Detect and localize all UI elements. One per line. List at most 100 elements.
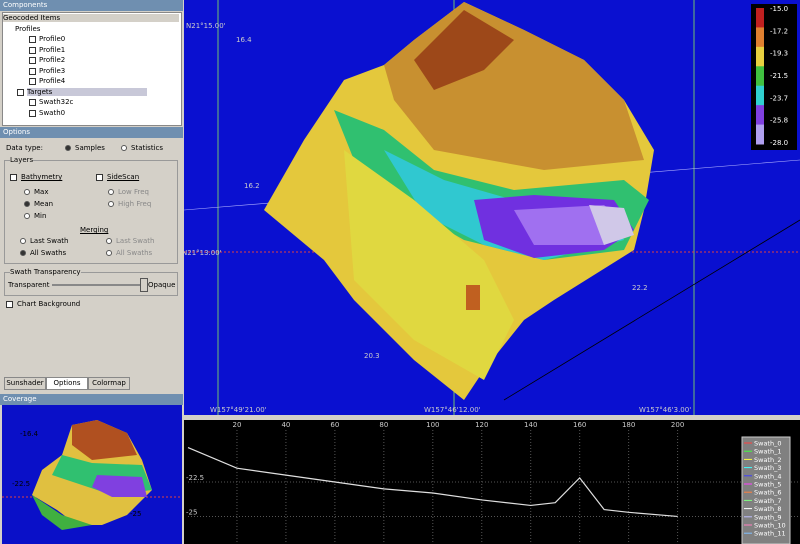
label: All Swaths [30,249,67,257]
colorbar-segment [756,8,764,28]
colorbar-label: -21.5 [770,72,788,80]
group-title: Layers [10,156,34,164]
x-tick-label: 120 [475,421,488,429]
tree-item[interactable]: Profile4 [39,77,66,85]
profile-line [187,447,678,518]
legend-label: Swath_0 [754,440,781,448]
coverage-map [2,405,182,544]
group-title: Swath Transparency [10,268,81,276]
x-tick-label: 200 [671,421,684,429]
map-label: 22.2 [632,284,648,292]
legend-label: Swath_6 [754,489,781,497]
radio[interactable] [24,189,30,195]
checkbox[interactable] [29,46,36,54]
group-box [4,272,178,296]
label: Max [34,188,49,196]
label: Merging [80,226,109,234]
radio[interactable] [65,145,71,151]
colorbar-label: -23.7 [770,94,788,102]
label: Transparent [8,281,50,289]
label: SideScan [107,173,140,181]
colorbar-segment [756,124,764,145]
x-tick-label: 160 [573,421,586,429]
tree-item[interactable]: Swath32c [39,98,74,106]
colorbar-label: -28.0 [770,139,788,147]
checkbox[interactable] [17,88,24,96]
x-tick-label: 180 [622,421,635,429]
x-tick-label: 100 [426,421,439,429]
x-tick-label: 40 [281,421,290,429]
colorbar-label: -15.0 [770,5,788,13]
panel-header: Options [0,127,183,138]
tree-item[interactable]: Profile1 [39,45,66,54]
tree-item[interactable]: Profile0 [39,35,66,43]
tree-item[interactable]: Profile2 [39,56,66,64]
radio[interactable] [20,250,26,256]
tree-item[interactable]: Targets [27,87,147,96]
radio[interactable] [106,238,112,244]
legend-label: Swath_7 [754,497,781,505]
tree: Geocoded Items Profiles Profile0 Profile1 Pr… [2,12,182,126]
colorbar-label: -19.3 [770,50,788,58]
radio[interactable] [108,201,114,207]
label: Mean [34,200,54,208]
checkbox[interactable] [29,57,36,64]
legend [741,436,791,544]
label: Last Swath [30,237,69,245]
label: Data type: [6,144,43,152]
tree-item[interactable]: Profiles [15,24,41,33]
x-tick-label: 140 [524,421,537,429]
label: Last Swath [116,237,155,245]
checkbox[interactable] [10,174,17,181]
checkbox[interactable] [96,174,103,181]
colorbar-segment [756,85,764,106]
checkbox[interactable] [29,109,36,117]
colorbar-label: -25.8 [770,117,788,125]
radio[interactable] [106,250,112,256]
colorbar-segment [756,46,764,67]
tree-item[interactable]: Profile3 [39,66,66,75]
legend-label: Swath_8 [754,505,781,513]
colorbar-segment [756,105,764,126]
radio[interactable] [121,145,127,151]
y-tick-label: -22.5 [186,474,204,482]
colorbar-label: -17.2 [770,27,788,35]
x-tick-label: 20 [232,421,241,429]
slider [52,284,144,286]
radio[interactable] [24,213,30,219]
label: Bathymetry [21,173,63,181]
label: Low Freq [118,188,150,196]
checkbox[interactable] [6,301,13,308]
map-label: W157°49'21.00' [210,406,267,414]
label: Opaque [148,281,176,289]
label: Samples [75,144,105,152]
checkbox[interactable] [29,67,36,75]
group-box [4,160,178,264]
legend-label: Swath_2 [754,456,781,464]
radio[interactable] [108,189,114,195]
map-label: W157°46'12.00' [424,406,481,414]
radio[interactable] [20,238,26,244]
map-view: -15.0 -17.2 -19.3 -21.5 -23.7 -25.8 -28.0 N21°… [184,0,800,415]
profile-chart: 20 40 60 80 100 120 140 160 180 200 -22.5 -25 Swath_… [184,415,800,544]
tab[interactable]: Sunshader [4,377,46,390]
slider-thumb [140,278,148,292]
checkbox[interactable] [29,36,36,43]
map-label: 20.3 [364,352,380,360]
label: Min [34,212,47,220]
tab[interactable]: Colormap [88,377,130,390]
options-panel: Data type: Samples Statistics Layers Bathyme… [0,138,183,390]
map-label: 16.4 [236,36,252,44]
label: Chart Background [17,300,81,308]
legend-label: Swath_5 [754,481,781,489]
tab[interactable]: Options [46,377,88,390]
legend-label: Swath_4 [754,472,781,480]
tree-item[interactable]: Swath0 [39,108,66,117]
legend-label: Swath_10 [754,522,786,530]
checkbox[interactable] [29,99,36,106]
panel-header: Components [0,0,183,11]
tree-item[interactable]: Geocoded Items [3,14,179,22]
radio[interactable] [24,201,30,207]
checkbox[interactable] [29,78,36,85]
colorbar-segment [756,66,764,87]
